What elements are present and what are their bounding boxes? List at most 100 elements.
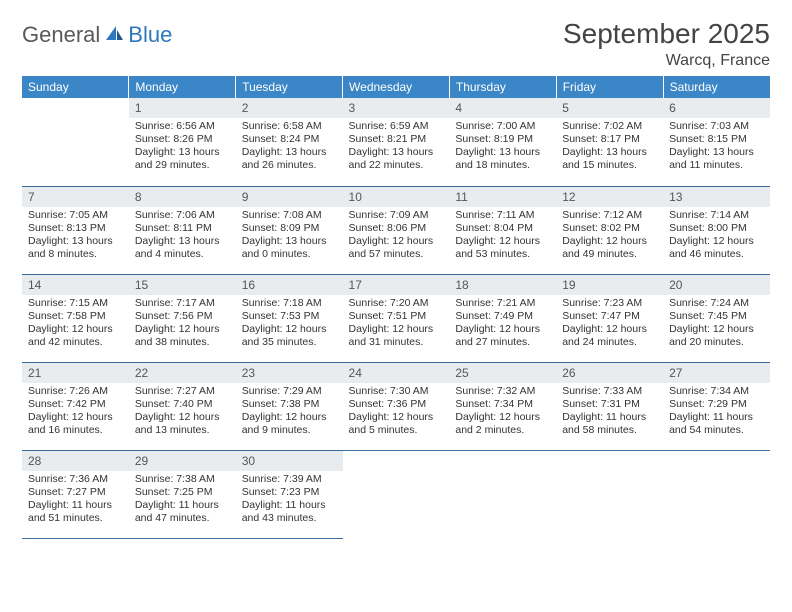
header: General Blue September 2025 Warcq, Franc… <box>22 18 770 70</box>
weekday-header: Saturday <box>663 76 770 98</box>
sunset-line: Sunset: 8:13 PM <box>28 222 123 235</box>
calendar-day-cell <box>663 450 770 538</box>
calendar-day-cell: 13Sunrise: 7:14 AMSunset: 8:00 PMDayligh… <box>663 186 770 274</box>
calendar-day-cell: 22Sunrise: 7:27 AMSunset: 7:40 PMDayligh… <box>129 362 236 450</box>
daylight-line-2: and 54 minutes. <box>669 424 764 437</box>
day-number: 20 <box>663 275 770 295</box>
day-content: Sunrise: 7:21 AMSunset: 7:49 PMDaylight:… <box>449 295 556 353</box>
calendar-day-cell: 23Sunrise: 7:29 AMSunset: 7:38 PMDayligh… <box>236 362 343 450</box>
sunrise-line: Sunrise: 7:02 AM <box>562 120 657 133</box>
daylight-line-2: and 47 minutes. <box>135 512 230 525</box>
weekday-header-row: SundayMondayTuesdayWednesdayThursdayFrid… <box>22 76 770 98</box>
sunrise-line: Sunrise: 6:59 AM <box>349 120 444 133</box>
sunrise-line: Sunrise: 7:26 AM <box>28 385 123 398</box>
daylight-line-2: and 18 minutes. <box>455 159 550 172</box>
calendar-day-cell: 11Sunrise: 7:11 AMSunset: 8:04 PMDayligh… <box>449 186 556 274</box>
sunrise-line: Sunrise: 7:05 AM <box>28 209 123 222</box>
sunrise-line: Sunrise: 7:18 AM <box>242 297 337 310</box>
day-number: 4 <box>449 98 556 118</box>
daylight-line-2: and 46 minutes. <box>669 248 764 261</box>
day-number: 14 <box>22 275 129 295</box>
day-content: Sunrise: 7:06 AMSunset: 8:11 PMDaylight:… <box>129 207 236 265</box>
calendar-day-cell: 27Sunrise: 7:34 AMSunset: 7:29 PMDayligh… <box>663 362 770 450</box>
sunrise-line: Sunrise: 6:58 AM <box>242 120 337 133</box>
daylight-line-1: Daylight: 11 hours <box>28 499 123 512</box>
daylight-line-1: Daylight: 12 hours <box>455 411 550 424</box>
day-content: Sunrise: 7:36 AMSunset: 7:27 PMDaylight:… <box>22 471 129 529</box>
sunset-line: Sunset: 8:15 PM <box>669 133 764 146</box>
daylight-line-1: Daylight: 12 hours <box>349 411 444 424</box>
day-number: 26 <box>556 363 663 383</box>
calendar-day-cell: 12Sunrise: 7:12 AMSunset: 8:02 PMDayligh… <box>556 186 663 274</box>
sunrise-line: Sunrise: 7:17 AM <box>135 297 230 310</box>
sunset-line: Sunset: 8:06 PM <box>349 222 444 235</box>
calendar-day-cell: 1Sunrise: 6:56 AMSunset: 8:26 PMDaylight… <box>129 98 236 186</box>
sunset-line: Sunset: 7:49 PM <box>455 310 550 323</box>
calendar-day-cell: 16Sunrise: 7:18 AMSunset: 7:53 PMDayligh… <box>236 274 343 362</box>
weekday-header: Monday <box>129 76 236 98</box>
weekday-header: Sunday <box>22 76 129 98</box>
daylight-line-2: and 31 minutes. <box>349 336 444 349</box>
sunrise-line: Sunrise: 7:21 AM <box>455 297 550 310</box>
sunset-line: Sunset: 8:21 PM <box>349 133 444 146</box>
sunset-line: Sunset: 7:56 PM <box>135 310 230 323</box>
daylight-line-2: and 26 minutes. <box>242 159 337 172</box>
brand-logo: General Blue <box>22 22 172 48</box>
calendar-day-cell: 3Sunrise: 6:59 AMSunset: 8:21 PMDaylight… <box>343 98 450 186</box>
daylight-line-1: Daylight: 12 hours <box>455 323 550 336</box>
day-number: 19 <box>556 275 663 295</box>
calendar-day-cell: 14Sunrise: 7:15 AMSunset: 7:58 PMDayligh… <box>22 274 129 362</box>
day-number: 10 <box>343 187 450 207</box>
calendar-day-cell: 8Sunrise: 7:06 AMSunset: 8:11 PMDaylight… <box>129 186 236 274</box>
sunset-line: Sunset: 7:38 PM <box>242 398 337 411</box>
daylight-line-1: Daylight: 11 hours <box>135 499 230 512</box>
sunrise-line: Sunrise: 7:39 AM <box>242 473 337 486</box>
daylight-line-2: and 51 minutes. <box>28 512 123 525</box>
title-block: September 2025 Warcq, France <box>563 18 770 70</box>
calendar-day-cell: 20Sunrise: 7:24 AMSunset: 7:45 PMDayligh… <box>663 274 770 362</box>
day-content: Sunrise: 7:18 AMSunset: 7:53 PMDaylight:… <box>236 295 343 353</box>
day-content: Sunrise: 7:27 AMSunset: 7:40 PMDaylight:… <box>129 383 236 441</box>
daylight-line-2: and 58 minutes. <box>562 424 657 437</box>
daylight-line-2: and 35 minutes. <box>242 336 337 349</box>
sunrise-line: Sunrise: 7:36 AM <box>28 473 123 486</box>
calendar-day-cell: 10Sunrise: 7:09 AMSunset: 8:06 PMDayligh… <box>343 186 450 274</box>
sunset-line: Sunset: 7:23 PM <box>242 486 337 499</box>
daylight-line-2: and 11 minutes. <box>669 159 764 172</box>
daylight-line-2: and 22 minutes. <box>349 159 444 172</box>
calendar-day-cell: 4Sunrise: 7:00 AMSunset: 8:19 PMDaylight… <box>449 98 556 186</box>
daylight-line-1: Daylight: 13 hours <box>562 146 657 159</box>
weekday-header: Tuesday <box>236 76 343 98</box>
day-number: 22 <box>129 363 236 383</box>
daylight-line-2: and 8 minutes. <box>28 248 123 261</box>
sunset-line: Sunset: 7:51 PM <box>349 310 444 323</box>
daylight-line-2: and 24 minutes. <box>562 336 657 349</box>
sunset-line: Sunset: 7:45 PM <box>669 310 764 323</box>
daylight-line-1: Daylight: 12 hours <box>562 323 657 336</box>
sunset-line: Sunset: 8:11 PM <box>135 222 230 235</box>
daylight-line-2: and 20 minutes. <box>669 336 764 349</box>
day-content: Sunrise: 7:09 AMSunset: 8:06 PMDaylight:… <box>343 207 450 265</box>
weekday-header: Wednesday <box>343 76 450 98</box>
daylight-line-2: and 29 minutes. <box>135 159 230 172</box>
sunrise-line: Sunrise: 7:27 AM <box>135 385 230 398</box>
daylight-line-1: Daylight: 13 hours <box>242 146 337 159</box>
day-content: Sunrise: 7:24 AMSunset: 7:45 PMDaylight:… <box>663 295 770 353</box>
daylight-line-2: and 43 minutes. <box>242 512 337 525</box>
day-number: 21 <box>22 363 129 383</box>
calendar-day-cell <box>449 450 556 538</box>
calendar-week-row: 1Sunrise: 6:56 AMSunset: 8:26 PMDaylight… <box>22 98 770 186</box>
daylight-line-1: Daylight: 13 hours <box>135 146 230 159</box>
daylight-line-1: Daylight: 13 hours <box>28 235 123 248</box>
calendar-day-cell: 15Sunrise: 7:17 AMSunset: 7:56 PMDayligh… <box>129 274 236 362</box>
calendar-week-row: 7Sunrise: 7:05 AMSunset: 8:13 PMDaylight… <box>22 186 770 274</box>
calendar-day-cell: 9Sunrise: 7:08 AMSunset: 8:09 PMDaylight… <box>236 186 343 274</box>
daylight-line-1: Daylight: 12 hours <box>562 235 657 248</box>
daylight-line-2: and 49 minutes. <box>562 248 657 261</box>
daylight-line-2: and 2 minutes. <box>455 424 550 437</box>
day-content: Sunrise: 7:29 AMSunset: 7:38 PMDaylight:… <box>236 383 343 441</box>
sunrise-line: Sunrise: 7:29 AM <box>242 385 337 398</box>
sunrise-line: Sunrise: 7:03 AM <box>669 120 764 133</box>
calendar-day-cell: 30Sunrise: 7:39 AMSunset: 7:23 PMDayligh… <box>236 450 343 538</box>
sunrise-line: Sunrise: 7:24 AM <box>669 297 764 310</box>
